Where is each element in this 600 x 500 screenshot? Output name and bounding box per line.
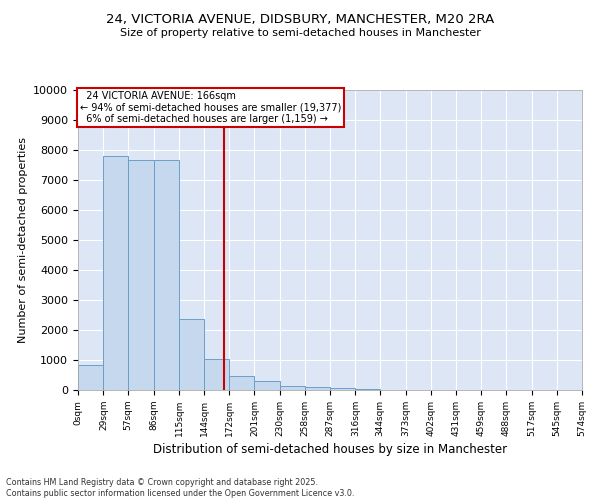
Bar xyxy=(154,160,179,390)
Bar xyxy=(355,389,380,390)
Bar xyxy=(179,318,205,390)
Bar xyxy=(305,387,330,390)
Bar xyxy=(254,380,280,390)
Text: Contains HM Land Registry data © Crown copyright and database right 2025.
Contai: Contains HM Land Registry data © Crown c… xyxy=(6,478,355,498)
Bar xyxy=(103,156,128,390)
Text: Distribution of semi-detached houses by size in Manchester: Distribution of semi-detached houses by … xyxy=(153,442,507,456)
Y-axis label: Number of semi-detached properties: Number of semi-detached properties xyxy=(18,137,28,343)
Text: 24 VICTORIA AVENUE: 166sqm
← 94% of semi-detached houses are smaller (19,377)
  : 24 VICTORIA AVENUE: 166sqm ← 94% of semi… xyxy=(80,90,341,124)
Bar xyxy=(280,386,305,390)
Bar xyxy=(128,160,154,390)
Text: 24, VICTORIA AVENUE, DIDSBURY, MANCHESTER, M20 2RA: 24, VICTORIA AVENUE, DIDSBURY, MANCHESTE… xyxy=(106,12,494,26)
Bar xyxy=(229,376,254,390)
Bar xyxy=(205,360,229,390)
Bar xyxy=(330,388,355,390)
Text: Size of property relative to semi-detached houses in Manchester: Size of property relative to semi-detach… xyxy=(119,28,481,38)
Bar xyxy=(78,364,103,390)
